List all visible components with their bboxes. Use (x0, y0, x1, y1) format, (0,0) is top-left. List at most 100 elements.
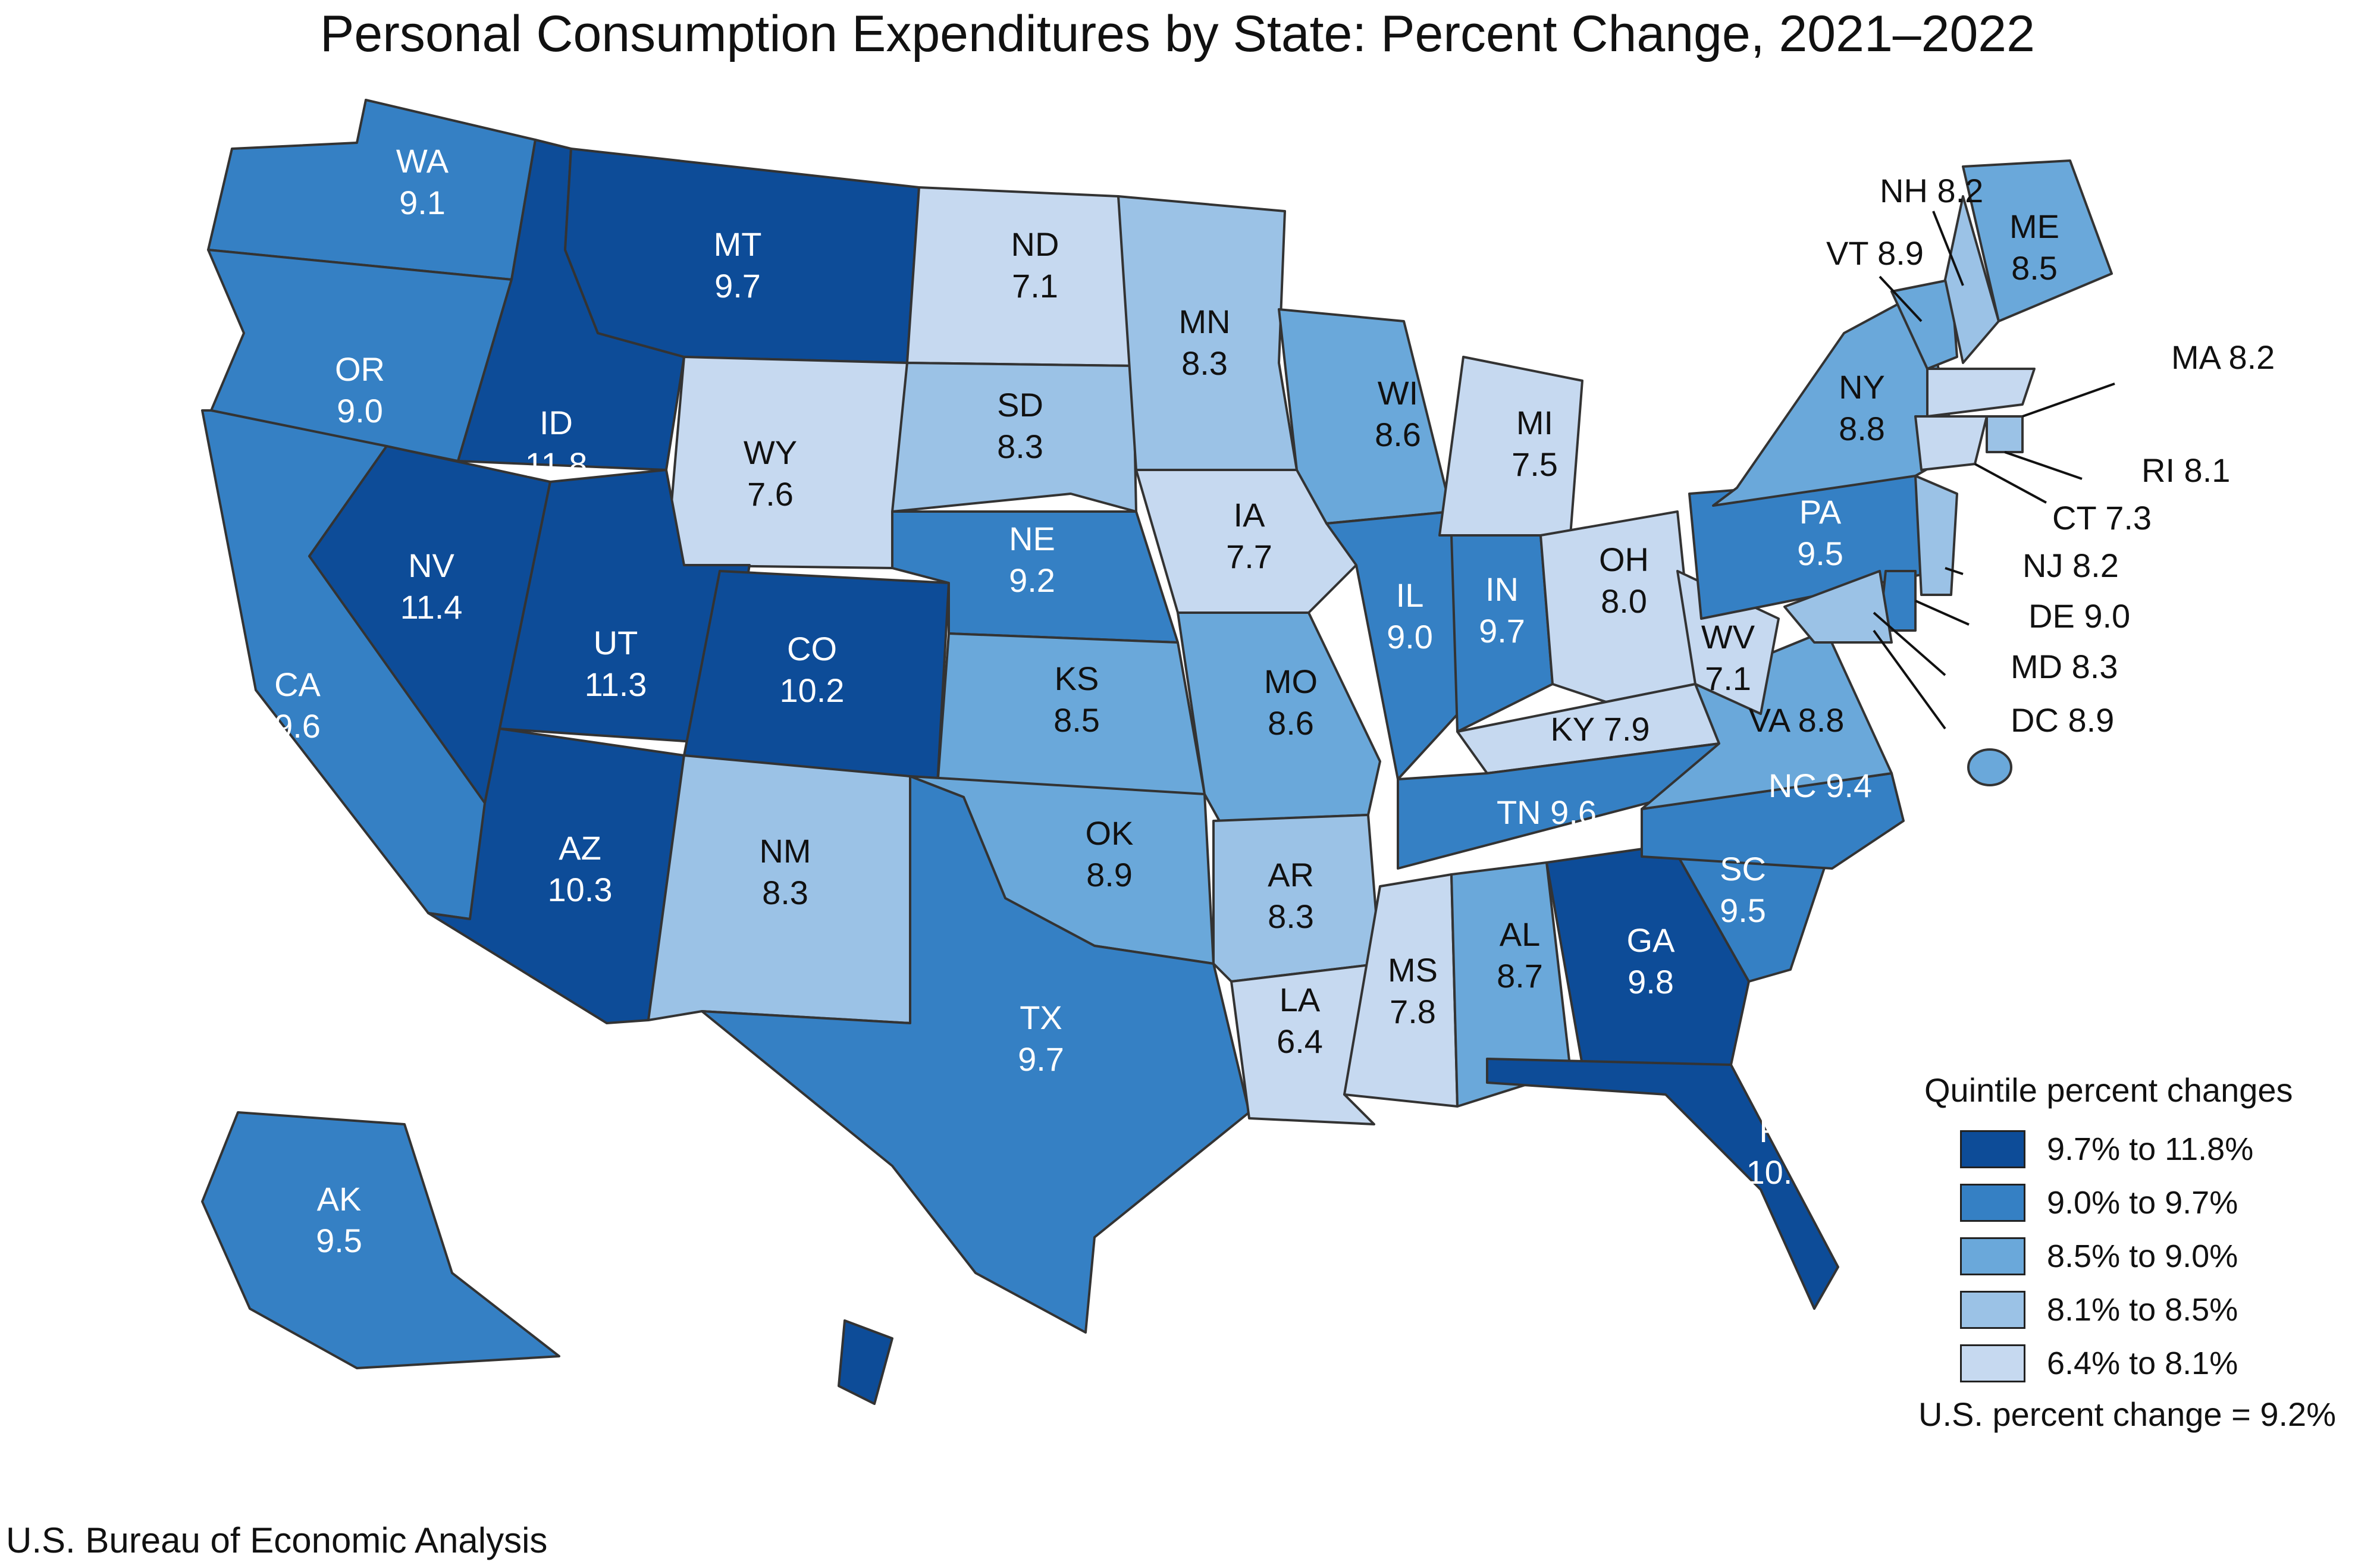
state-label-ny: NY 8.8 (1839, 368, 1885, 447)
state-label-nd: ND 7.1 (1011, 225, 1059, 305)
state-label-ky: KY 7.9 (1550, 710, 1650, 748)
state-label-me: ME 8.5 (2009, 208, 2059, 287)
state-label-pa: PA 9.5 (1797, 493, 1843, 572)
legend-item-q5: 6.4% to 8.1% (1960, 1337, 2347, 1390)
state-label-wv: WV 7.1 (1701, 618, 1755, 697)
state-label-hi: HI 9.8 (700, 1317, 746, 1396)
state-label-tn: TN 9.6 (1497, 794, 1597, 831)
state-label-ok: OK 8.9 (1086, 814, 1134, 893)
leader-line-ri (2004, 451, 2083, 480)
state-label-md: MD 8.3 (2011, 648, 2118, 685)
state-label-nc: NC 9.4 (1768, 767, 1872, 804)
state-label-dc: DC 8.9 (2011, 701, 2114, 739)
state-label-id: ID 11.8 (525, 404, 588, 483)
state-shape-ri (1986, 415, 2024, 453)
state-label-az: AZ 10.3 (548, 829, 613, 908)
state-shape-sd (891, 362, 1137, 513)
leader-line-nj (1945, 567, 1964, 575)
state-shape-vt (1890, 278, 1958, 370)
state-shape-hi (838, 1319, 893, 1405)
legend-swatch-q3 (1960, 1237, 2025, 1275)
state-label-ca: CA 9.6 (274, 666, 321, 745)
state-shape-wa (207, 99, 537, 281)
state-label-tx: TX 9.7 (1018, 999, 1064, 1078)
leader-line-ct (1974, 463, 2047, 504)
source-credit: U.S. Bureau of Economic Analysis (6, 1520, 548, 1560)
legend-label-q3: 8.5% to 9.0% (2047, 1238, 2238, 1274)
legend-item-q1: 9.7% to 11.8% (1960, 1122, 2347, 1176)
state-label-nm: NM 8.3 (759, 832, 811, 911)
state-label-co: CO 10.2 (780, 630, 845, 709)
state-label-ne: NE 9.2 (1009, 520, 1055, 599)
state-shape-ma (1926, 368, 2036, 418)
us-percent-change: U.S. percent change = 9.2% (1918, 1395, 2336, 1433)
legend-swatch-q1 (1960, 1130, 2025, 1168)
state-label-in: IN 9.7 (1479, 570, 1525, 650)
state-shape-mn (1117, 195, 1298, 471)
state-label-vt: VT 8.9 (1826, 234, 1924, 272)
state-label-de: DE 9.0 (2028, 597, 2130, 635)
state-shape-va (1641, 629, 1893, 810)
leader-line-dc (1873, 629, 1946, 730)
state-label-mi: MI 7.5 (1512, 404, 1558, 483)
legend: Quintile percent changes 9.7% to 11.8% 9… (1918, 1071, 2347, 1434)
state-shape-me (1962, 159, 2113, 322)
state-label-wa: WA 9.1 (396, 142, 449, 221)
legend-title: Quintile percent changes (1924, 1071, 2293, 1109)
state-label-wi: WI 8.6 (1375, 374, 1421, 453)
legend-item-q4: 8.1% to 8.5% (1960, 1283, 2347, 1337)
state-label-mt: MT 9.7 (714, 225, 762, 305)
leader-line-md (1873, 611, 1946, 676)
legend-item-q2: 9.0% to 9.7% (1960, 1176, 2347, 1230)
state-label-sc: SC 9.5 (1720, 850, 1766, 929)
state-label-nj: NJ 8.2 (2022, 547, 2119, 584)
state-label-ms: MS 7.8 (1388, 951, 1438, 1030)
leader-line-ma (2022, 382, 2115, 418)
leader-line-vt (1879, 275, 1923, 322)
state-label-ga: GA 9.8 (1627, 921, 1676, 1001)
state-label-al: AL 8.7 (1497, 915, 1543, 995)
state-label-mn: MN 8.3 (1178, 303, 1230, 382)
state-label-ar: AR 8.3 (1268, 856, 1314, 935)
state-label-ct: CT 7.3 (2052, 499, 2152, 537)
map-title: Personal Consumption Expenditures by Sta… (320, 5, 2035, 62)
state-label-nh: NH 8.2 (1880, 172, 1983, 209)
state-shape-fl (1486, 1058, 1839, 1310)
legend-swatch-q5 (1960, 1344, 2025, 1382)
state-shape-la (1230, 962, 1381, 1125)
state-shape-ak (201, 1111, 560, 1369)
legend-label-q2: 9.0% to 9.7% (2047, 1185, 2238, 1221)
state-label-nv: NV 11.4 (400, 547, 463, 626)
state-label-ks: KS 8.5 (1053, 660, 1100, 739)
legend-swatch-q4 (1960, 1291, 2025, 1329)
legend-label-q5: 6.4% to 8.1% (2047, 1346, 2238, 1381)
state-label-mo: MO 8.6 (1264, 663, 1318, 742)
legend-swatch-q2 (1960, 1184, 2025, 1222)
leader-line-de (1915, 600, 1970, 626)
state-label-fl: FL 10.9 (1746, 1112, 1811, 1191)
state-label-il: IL 9.0 (1387, 576, 1433, 656)
state-label-ia: IA 7.7 (1226, 496, 1272, 575)
state-shape-ct (1914, 415, 1988, 471)
state-label-ut: UT 11.3 (585, 624, 647, 703)
state-label-ak: AK 9.5 (316, 1180, 362, 1259)
dc-marker (1967, 748, 2012, 786)
leader-line-nh (1932, 211, 1964, 286)
state-shape-tx (701, 775, 1250, 1334)
state-shape-mi (1438, 356, 1583, 537)
state-label-la: LA 6.4 (1277, 981, 1323, 1060)
state-shape-il (1325, 510, 1465, 780)
legend-item-q3: 8.5% to 9.0% (1960, 1230, 2347, 1283)
state-shape-ia (1135, 469, 1357, 614)
legend-label-q4: 8.1% to 8.5% (2047, 1292, 2238, 1328)
state-label-ma: MA 8.2 (2171, 338, 2275, 376)
state-shape-md (1783, 570, 1893, 644)
state-shape-nj (1914, 475, 1958, 596)
state-label-va: VA 8.8 (1749, 701, 1845, 739)
state-label-or: OR 9.0 (335, 350, 385, 429)
state-label-sd: SD 8.3 (997, 386, 1043, 465)
state-label-wy: WY 7.6 (744, 434, 797, 513)
state-label-ri: RI 8.1 (2141, 451, 2230, 489)
legend-label-q1: 9.7% to 11.8% (2047, 1131, 2254, 1167)
